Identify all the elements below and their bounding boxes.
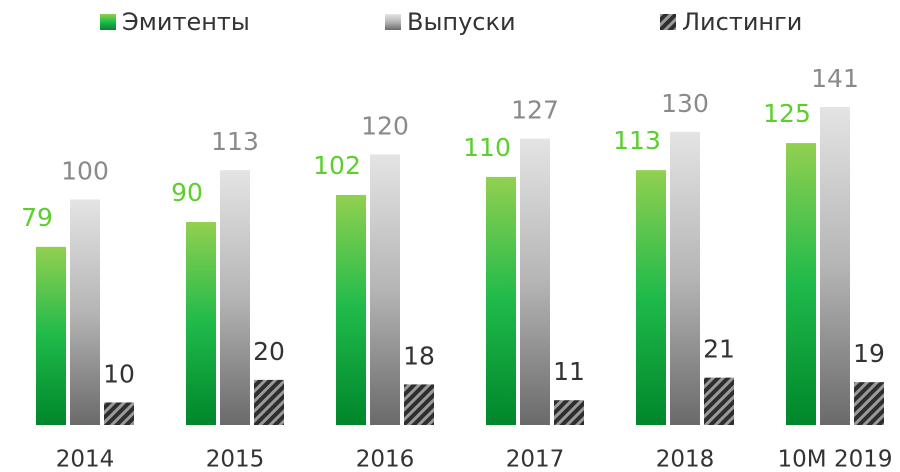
value-label: 79: [21, 203, 53, 232]
legend-label: Эмитенты: [122, 8, 250, 36]
bar: [670, 131, 700, 425]
bar: [336, 194, 366, 425]
value-label: 11: [553, 357, 585, 386]
bar: [786, 143, 816, 425]
legend-swatch: [660, 14, 676, 30]
value-label: 113: [613, 126, 661, 155]
bar: [370, 154, 400, 426]
bar: [36, 246, 66, 425]
value-label: 125: [763, 99, 811, 128]
value-label: 20: [253, 337, 285, 366]
value-label: 127: [511, 96, 559, 125]
value-label: 141: [811, 64, 859, 93]
x-tick-label: 10M 2019: [778, 447, 893, 472]
bar: [704, 377, 734, 425]
value-label: 113: [211, 127, 259, 156]
legend-label: Листинги: [682, 8, 802, 36]
bar: [820, 107, 850, 425]
value-label: 100: [61, 156, 109, 185]
legend-swatch: [385, 14, 401, 30]
bar: [854, 382, 884, 425]
value-label: 10: [103, 359, 135, 388]
x-tick-label: 2018: [656, 447, 715, 472]
value-label: 21: [703, 335, 735, 364]
x-tick-label: 2016: [356, 447, 415, 472]
x-tick-label: 2014: [56, 447, 115, 472]
value-label: 90: [171, 178, 203, 207]
value-label: 120: [361, 111, 409, 140]
bar: [636, 170, 666, 425]
bar: [70, 199, 100, 425]
x-tick-label: 2017: [506, 447, 565, 472]
x-tick-label: 2015: [206, 447, 265, 472]
bar: [404, 384, 434, 425]
value-label: 130: [661, 89, 709, 118]
value-label: 102: [313, 151, 361, 180]
bar: [554, 400, 584, 425]
legend-swatch: [100, 14, 116, 30]
bar: [254, 379, 284, 425]
legend-label: Выпуски: [407, 8, 516, 36]
bar: [220, 170, 250, 425]
bar: [486, 176, 516, 425]
bar: [104, 402, 134, 425]
bar: [520, 138, 550, 425]
value-label: 110: [463, 133, 511, 162]
bar: [186, 222, 216, 425]
value-label: 18: [403, 341, 435, 370]
value-label: 19: [853, 339, 885, 368]
